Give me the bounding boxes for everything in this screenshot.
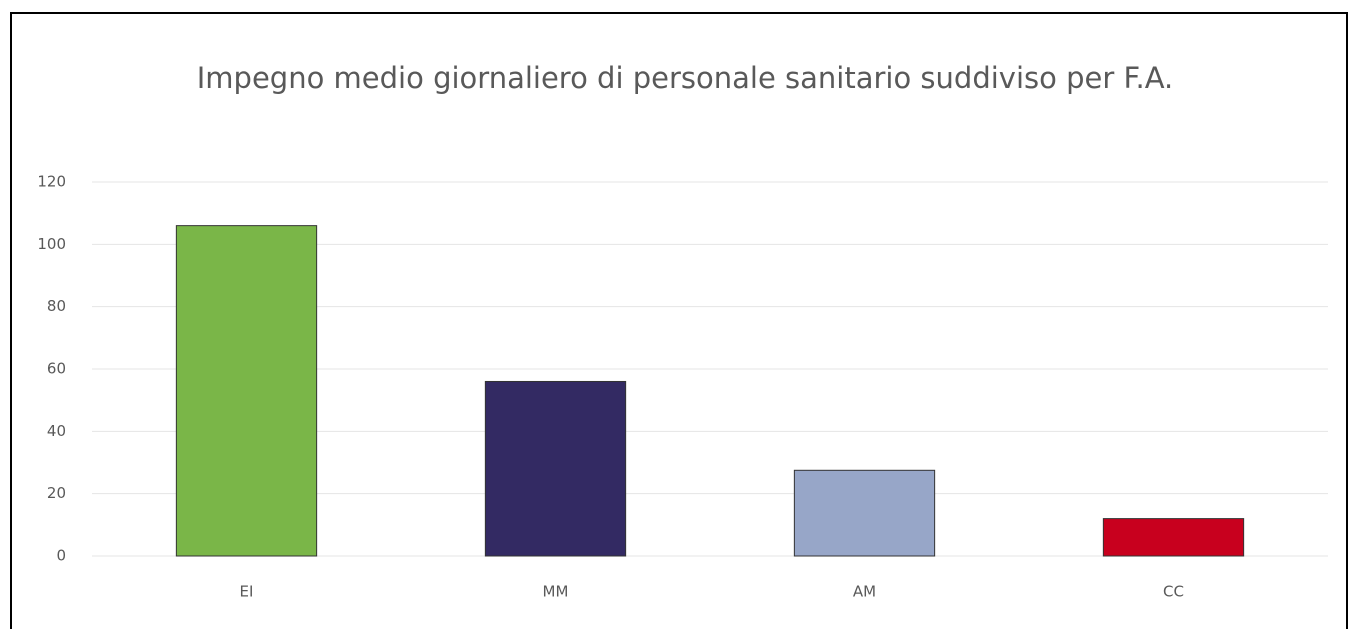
bar <box>793 469 936 557</box>
y-tick-label: 0 <box>56 547 66 565</box>
x-tick-label: CC <box>1163 583 1184 601</box>
y-tick-label: 80 <box>47 297 66 315</box>
chart-frame <box>10 12 1348 629</box>
bar <box>175 225 318 557</box>
x-tick-label: EI <box>240 583 254 601</box>
y-tick-label: 20 <box>47 484 66 502</box>
x-tick-label: AM <box>853 583 876 601</box>
y-tick-label: 120 <box>37 173 66 191</box>
y-tick-label: 60 <box>47 360 66 378</box>
x-tick-label: MM <box>543 583 569 601</box>
bar <box>484 380 627 557</box>
bar <box>1102 518 1245 557</box>
y-tick-label: 40 <box>47 422 66 440</box>
chart-title: Impegno medio giornaliero di personale s… <box>196 61 1174 95</box>
y-tick-label: 100 <box>37 235 66 253</box>
